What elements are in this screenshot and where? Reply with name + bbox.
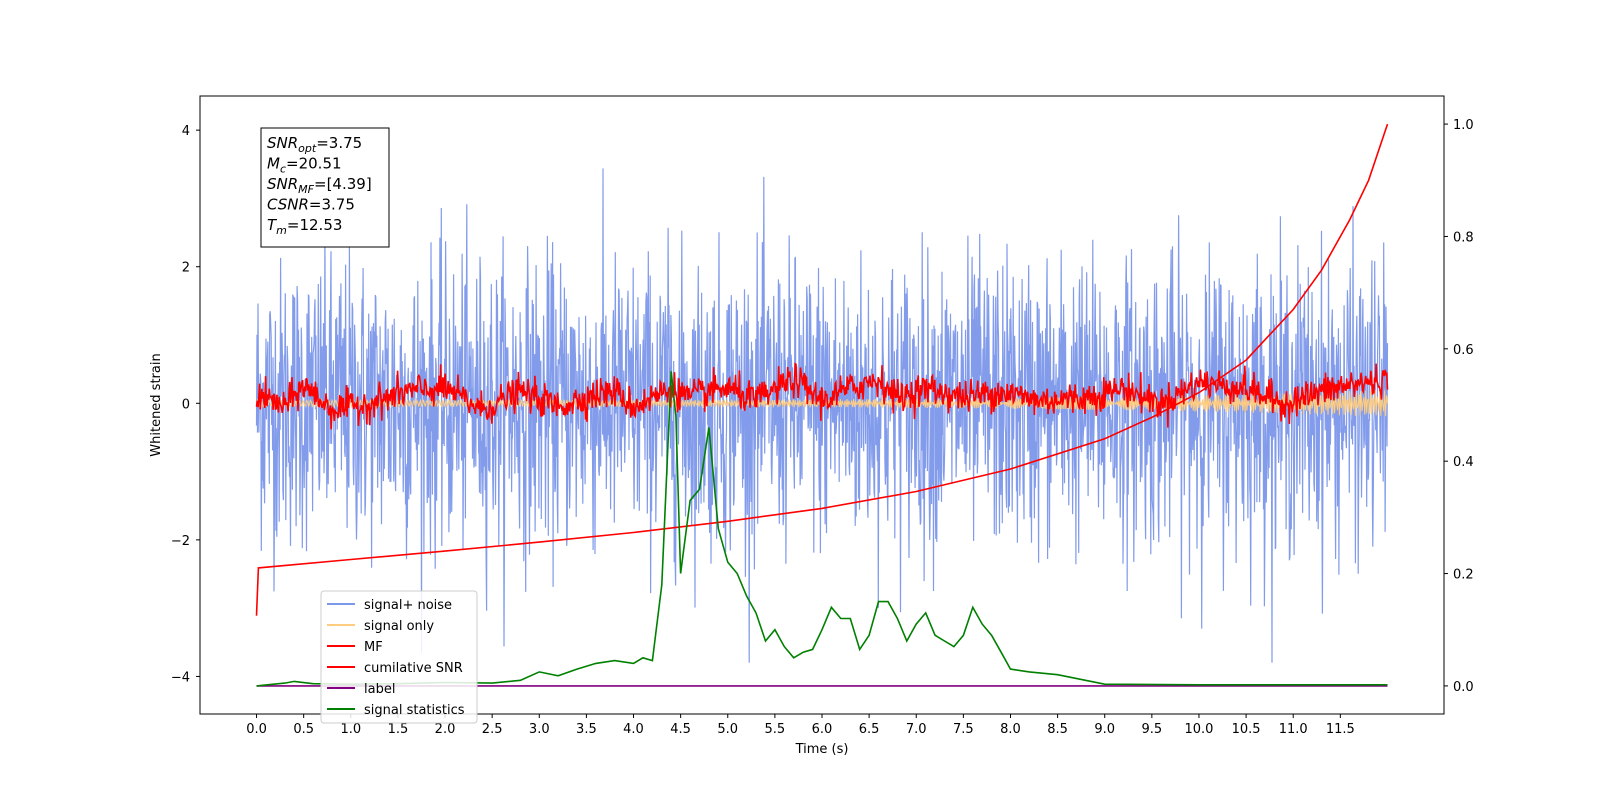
x-tick-label: 10.5 — [1232, 722, 1261, 737]
x-tick-label: 11.5 — [1326, 722, 1355, 737]
x-tick-label: 6.0 — [812, 722, 833, 737]
y2-tick-label: 0.0 — [1453, 680, 1474, 695]
legend-label: signal statistics — [364, 703, 465, 718]
x-tick-label: 5.5 — [765, 722, 786, 737]
legend-label: label — [364, 682, 395, 697]
x-tick-label: 4.5 — [670, 722, 691, 737]
info-line: Tm=12.53 — [267, 216, 342, 237]
x-tick-label: 11.0 — [1279, 722, 1308, 737]
x-tick-label: 6.5 — [859, 722, 880, 737]
x-axis: 0.0 0.5 1.0 1.5 2.0 2.5 3.0 3.5 4.0 4.5 5.0 5.5 6.0 6… — [246, 714, 1355, 737]
info-box-frame — [260, 127, 390, 248]
legend-frame — [320, 590, 478, 724]
x-tick-label: 3.5 — [576, 722, 597, 737]
info-line: Mc=20.51 — [267, 155, 342, 176]
x-tick-label: 5.0 — [717, 722, 738, 737]
x-tick-label: 7.5 — [953, 722, 974, 737]
y-tick-label: 4 — [182, 124, 190, 139]
y-tick-label: −4 — [171, 670, 190, 685]
legend-label: cumilative SNR — [364, 661, 463, 676]
legend-label: MF — [364, 640, 383, 655]
y-axis-left: −4 −2 0 2 4 — [171, 124, 200, 685]
info-line: SNRMF=[4.39] — [267, 175, 372, 196]
x-tick-label: 1.5 — [388, 722, 409, 737]
x-tick-label: 7.0 — [906, 722, 927, 737]
y-tick-label: −2 — [171, 534, 190, 549]
y2-tick-label: 1.0 — [1453, 118, 1474, 133]
x-tick-label: 9.5 — [1142, 722, 1163, 737]
x-tick-label: 9.0 — [1094, 722, 1115, 737]
series-mf — [255, 362, 1389, 430]
info-line: SNRopt=3.75 — [267, 134, 362, 155]
x-tick-label: 8.0 — [1000, 722, 1021, 737]
x-tick-label: 3.0 — [529, 722, 550, 737]
x-tick-label: 2.0 — [435, 722, 456, 737]
series-signal-statistics — [256, 371, 1388, 687]
x-tick-label: 0.0 — [246, 722, 267, 737]
legend-label: signal+ noise — [364, 598, 452, 613]
x-tick-label: 4.0 — [623, 722, 644, 737]
y-tick-label: 2 — [182, 261, 190, 276]
x-tick-label: 0.5 — [293, 722, 314, 737]
y2-tick-label: 0.2 — [1453, 568, 1474, 583]
y-tick-label: 0 — [182, 397, 190, 412]
series-cumulative-snr — [255, 123, 1389, 616]
legend: signal+ noise signal only MF cumilative SNR… — [320, 590, 478, 724]
x-tick-label: 1.0 — [340, 722, 361, 737]
legend-label: signal only — [364, 619, 434, 634]
x-tick-label: 8.5 — [1047, 722, 1068, 737]
x-tick-label: 10.0 — [1184, 722, 1213, 737]
x-tick-label: 2.5 — [482, 722, 503, 737]
info-line: CSNR=3.75 — [267, 196, 355, 214]
y-axis-label: Whitened strain — [149, 353, 164, 456]
y-axis-right: 0.0 0.2 0.4 0.6 0.8 1.0 — [1444, 118, 1474, 695]
y2-tick-label: 0.6 — [1453, 343, 1474, 358]
snr-info-box: SNRopt=3.75Mc=20.51SNRMF=[4.39]CSNR=3.75… — [260, 127, 390, 248]
x-axis-label: Time (s) — [795, 742, 849, 757]
y2-tick-label: 0.4 — [1453, 455, 1474, 470]
y2-tick-label: 0.8 — [1453, 230, 1474, 245]
